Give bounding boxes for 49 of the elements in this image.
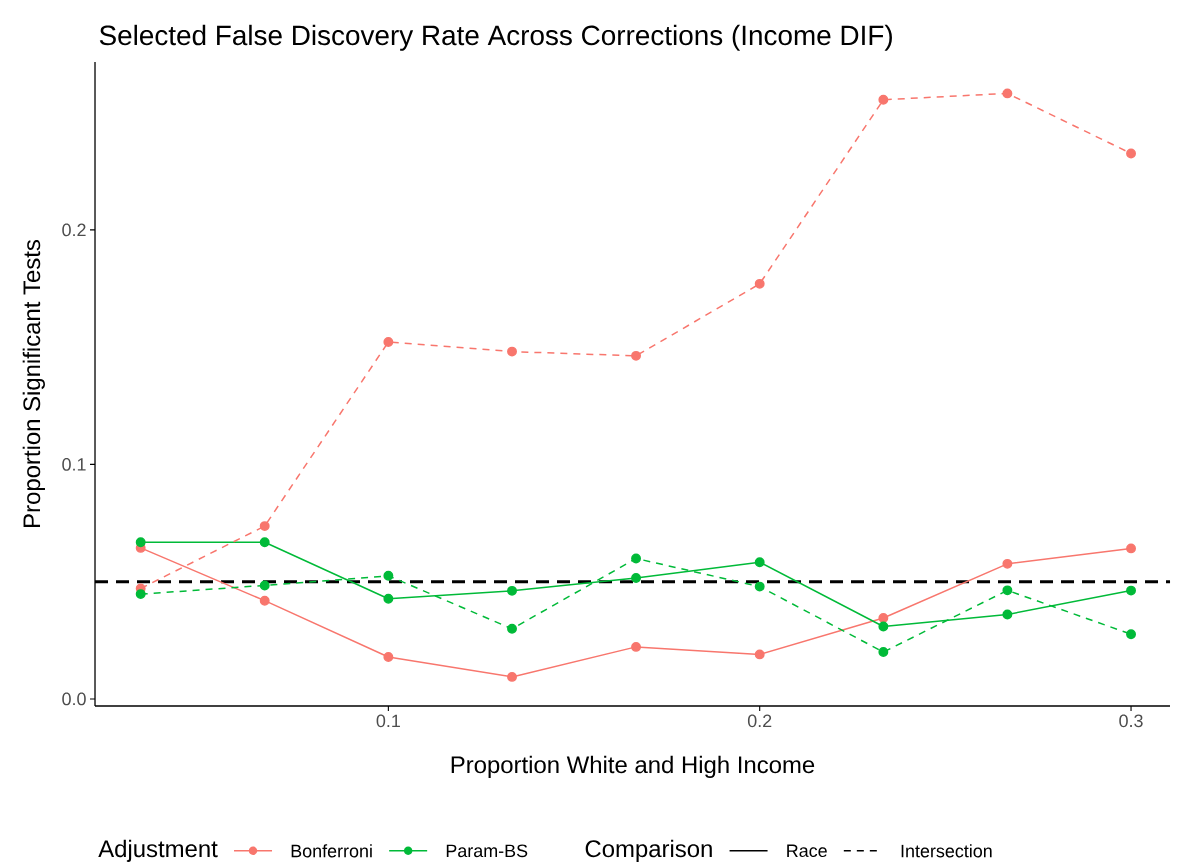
point [754,557,765,568]
point [1126,629,1136,640]
point [878,613,889,623]
point [754,649,765,660]
point [1126,543,1136,554]
point [135,537,146,548]
y-tick-label: 0.1 [62,458,86,471]
text: Intersection [901,844,992,858]
point [878,647,889,657]
point [1002,609,1013,620]
point [631,572,641,583]
point [383,570,394,581]
x-tick-label: 0.1 [376,714,400,728]
point [383,652,394,662]
point [259,580,270,591]
point [1002,585,1013,596]
point [259,537,270,548]
point [1126,148,1136,159]
point [754,581,765,592]
y-tick-label: 0.0 [62,692,86,706]
point [631,641,641,652]
point [1126,585,1136,596]
point [383,593,394,604]
text: Comparison [585,839,712,862]
point [259,521,270,532]
legend-label: Param-BS [446,844,528,858]
x-axis-title: Proportion White and High Income [451,755,815,778]
x-tick-label: 0.3 [1119,714,1143,728]
point [507,585,517,596]
point [1002,558,1013,569]
point [754,278,765,289]
y-tick-label: 0.2 [62,223,86,237]
point [631,350,641,361]
text: Race [787,844,827,858]
legend-label: Bonferroni [291,844,372,858]
legend-title: Adjustment [98,839,218,862]
point [507,346,517,357]
point [507,671,517,682]
point [135,589,146,600]
point [383,337,394,347]
point [878,621,889,632]
point [878,94,889,105]
point [507,623,517,634]
y-axis-title: Proportion Significant Tests [22,240,45,527]
x-tick-label: 0.2 [747,714,772,728]
chart-title: Selected False Discovery Rate Across Corrections (Income DIF) [99,24,892,51]
point [1002,88,1013,99]
point [631,553,641,564]
point [259,595,270,606]
